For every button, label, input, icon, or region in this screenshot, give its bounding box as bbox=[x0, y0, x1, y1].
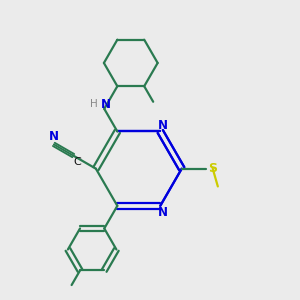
Text: N: N bbox=[101, 98, 111, 111]
Text: C: C bbox=[74, 157, 82, 167]
Text: H: H bbox=[90, 99, 98, 110]
Text: S: S bbox=[208, 162, 217, 175]
Text: N: N bbox=[49, 130, 59, 143]
Text: N: N bbox=[158, 206, 168, 219]
Text: N: N bbox=[158, 118, 168, 132]
